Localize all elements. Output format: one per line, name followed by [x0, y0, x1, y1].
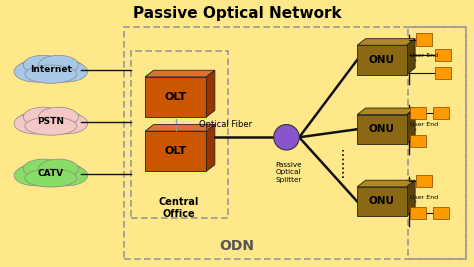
FancyBboxPatch shape [435, 66, 451, 79]
Ellipse shape [23, 107, 63, 126]
Text: CATV: CATV [38, 169, 64, 178]
FancyBboxPatch shape [410, 107, 426, 119]
Ellipse shape [45, 165, 88, 186]
Text: Internet: Internet [30, 65, 72, 74]
Ellipse shape [45, 61, 88, 82]
Text: OLT: OLT [164, 92, 187, 102]
Ellipse shape [23, 55, 63, 74]
FancyBboxPatch shape [416, 33, 432, 46]
Ellipse shape [14, 61, 57, 82]
FancyBboxPatch shape [357, 187, 407, 216]
Text: ONU: ONU [369, 197, 395, 206]
Ellipse shape [17, 160, 84, 187]
Text: Central
Office: Central Office [159, 197, 199, 219]
Text: PSTN: PSTN [37, 117, 64, 126]
Polygon shape [407, 39, 415, 74]
Ellipse shape [38, 55, 78, 74]
Polygon shape [357, 39, 415, 45]
Text: ONU: ONU [369, 124, 395, 134]
Text: OLT: OLT [164, 146, 187, 156]
Text: Optical Fiber: Optical Fiber [199, 120, 252, 129]
Ellipse shape [14, 165, 57, 186]
Ellipse shape [38, 159, 78, 178]
Text: ONU: ONU [369, 55, 395, 65]
FancyBboxPatch shape [357, 115, 407, 144]
FancyBboxPatch shape [357, 45, 407, 74]
Ellipse shape [25, 117, 77, 135]
FancyBboxPatch shape [435, 49, 451, 61]
Polygon shape [357, 108, 415, 115]
Ellipse shape [25, 65, 77, 83]
Ellipse shape [14, 113, 57, 134]
Polygon shape [357, 180, 415, 187]
Ellipse shape [25, 169, 77, 187]
Ellipse shape [17, 109, 84, 135]
Ellipse shape [23, 159, 63, 178]
FancyBboxPatch shape [410, 207, 426, 219]
Polygon shape [206, 124, 215, 171]
FancyBboxPatch shape [410, 135, 426, 147]
Text: ODN: ODN [219, 239, 255, 253]
Polygon shape [145, 70, 215, 77]
FancyBboxPatch shape [145, 131, 206, 171]
Ellipse shape [45, 113, 88, 134]
Polygon shape [145, 124, 215, 131]
Ellipse shape [17, 57, 84, 83]
Polygon shape [407, 180, 415, 216]
FancyBboxPatch shape [433, 107, 448, 119]
Text: Passive
Optical
Splitter: Passive Optical Splitter [275, 162, 302, 183]
Text: User End: User End [410, 195, 438, 199]
Text: User End: User End [410, 53, 438, 58]
FancyBboxPatch shape [145, 77, 206, 117]
FancyBboxPatch shape [433, 207, 448, 219]
Polygon shape [407, 108, 415, 144]
Ellipse shape [38, 107, 78, 126]
Text: User End: User End [410, 122, 438, 127]
FancyBboxPatch shape [416, 175, 432, 187]
Circle shape [274, 124, 299, 150]
Polygon shape [206, 70, 215, 117]
Text: Passive Optical Network: Passive Optical Network [133, 6, 341, 21]
